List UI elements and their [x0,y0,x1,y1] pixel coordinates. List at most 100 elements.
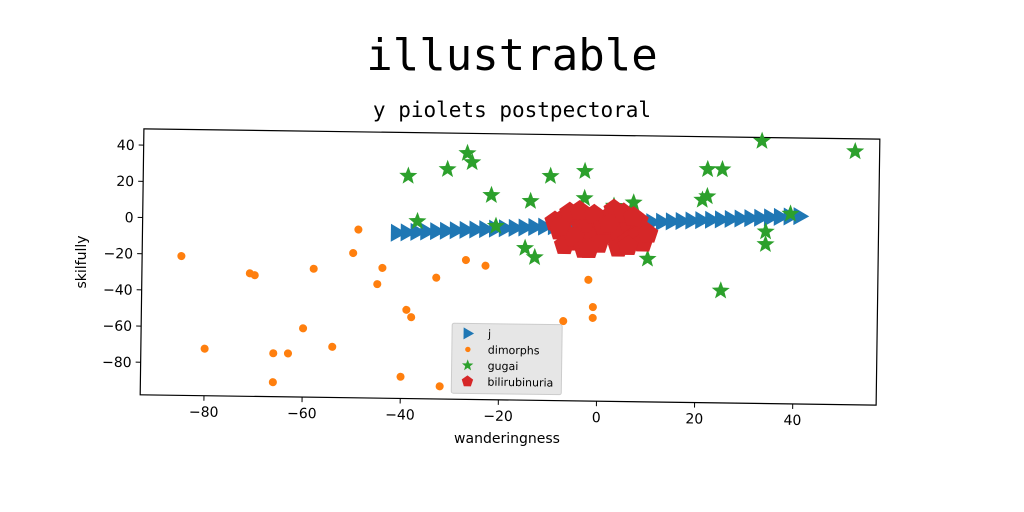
data-point [486,216,505,234]
legend-marker [461,375,474,387]
y-tick-label: −80 [102,355,132,371]
data-point [449,221,466,240]
legend: j dimorphs gugai bilirubinuria [450,322,563,396]
data-point [734,209,751,228]
data-point [541,166,560,184]
data-point [354,225,363,234]
x-tick-label: 20 [685,411,703,427]
data-point [713,160,732,178]
data-point [283,349,293,358]
data-point [753,131,772,149]
data-marks [177,131,865,391]
data-point [432,273,441,282]
legend-marker [463,327,475,340]
data-point [763,208,780,227]
data-point [655,212,672,231]
data-point [516,238,535,256]
data-point [402,305,411,314]
data-point [438,159,457,178]
data-point [299,324,308,333]
data-point [698,186,717,205]
data-point [268,378,277,387]
data-point [479,220,496,239]
data-point [704,210,721,229]
x-tick-label: −40 [385,407,415,423]
data-point [622,206,644,227]
data-point [588,313,597,322]
data-point [518,218,535,237]
chart-title: illustrable [366,30,658,81]
legend-label: j [487,328,491,341]
data-point [420,222,437,241]
data-point [328,342,337,351]
data-point [309,264,318,273]
x-tick-label: 0 [592,410,601,426]
data-point [559,317,568,326]
x-tick-label: −60 [287,406,317,422]
data-point [793,207,810,226]
data-point [588,302,597,312]
data-point [396,372,405,381]
data-point [711,281,730,299]
data-point [598,213,620,234]
series-bilirubinuria [544,198,659,259]
data-point [521,191,540,209]
data-point [756,222,775,240]
legend-marker [461,359,474,371]
legend-label: bilirubinuria [487,376,553,390]
data-point [549,215,571,236]
data-point [754,208,770,227]
data-point [459,220,476,239]
data-point [693,190,712,208]
data-point [435,382,444,391]
data-point [744,209,761,228]
data-point [578,238,600,259]
x-tick-label: −80 [189,405,219,421]
plot-group: −80 −60 −40 −20 0 20 40 40 20 0 −20 −40 −60 −80 j dim… [102,128,881,429]
data-point [525,247,544,266]
data-point [177,251,186,261]
y-tick-label: −40 [103,282,133,298]
data-point [637,222,659,243]
plot-frame [139,128,881,406]
data-point [508,218,525,237]
data-point [481,261,490,270]
y-tick-label: 40 [117,138,135,154]
data-point [638,249,657,267]
data-point [569,199,591,220]
data-point [469,220,486,239]
legend-label: gugai [488,360,519,373]
data-point [461,255,470,265]
legend-label: dimorphs [488,344,540,358]
data-point [714,210,731,229]
data-point [675,211,692,230]
legend-marker [465,346,471,353]
y-tick-label: −20 [103,246,133,262]
data-point [781,204,800,222]
data-point [373,280,382,289]
data-point [665,212,682,231]
data-point [756,234,775,253]
data-point [538,217,554,236]
data-point [408,211,427,230]
data-point [463,152,482,171]
data-point [482,185,501,203]
data-point [458,143,477,162]
data-point [400,223,417,242]
series-gugai [399,131,865,299]
data-point [390,223,407,242]
y-axis-label: skilfully [74,235,90,288]
data-point [724,209,741,228]
data-point [685,211,702,230]
y-axis: 40 20 0 −20 −40 −60 −80 [102,138,144,371]
y-tick-label: 20 [116,174,134,190]
data-point [250,271,259,280]
x-tick-label: −20 [483,409,513,425]
data-point [378,263,387,272]
chart-subtitle: y piolets postpectoral [372,98,652,122]
data-point [269,349,278,358]
x-axis-label: wanderingness [454,431,560,447]
data-point [528,218,545,237]
data-point [439,221,456,240]
